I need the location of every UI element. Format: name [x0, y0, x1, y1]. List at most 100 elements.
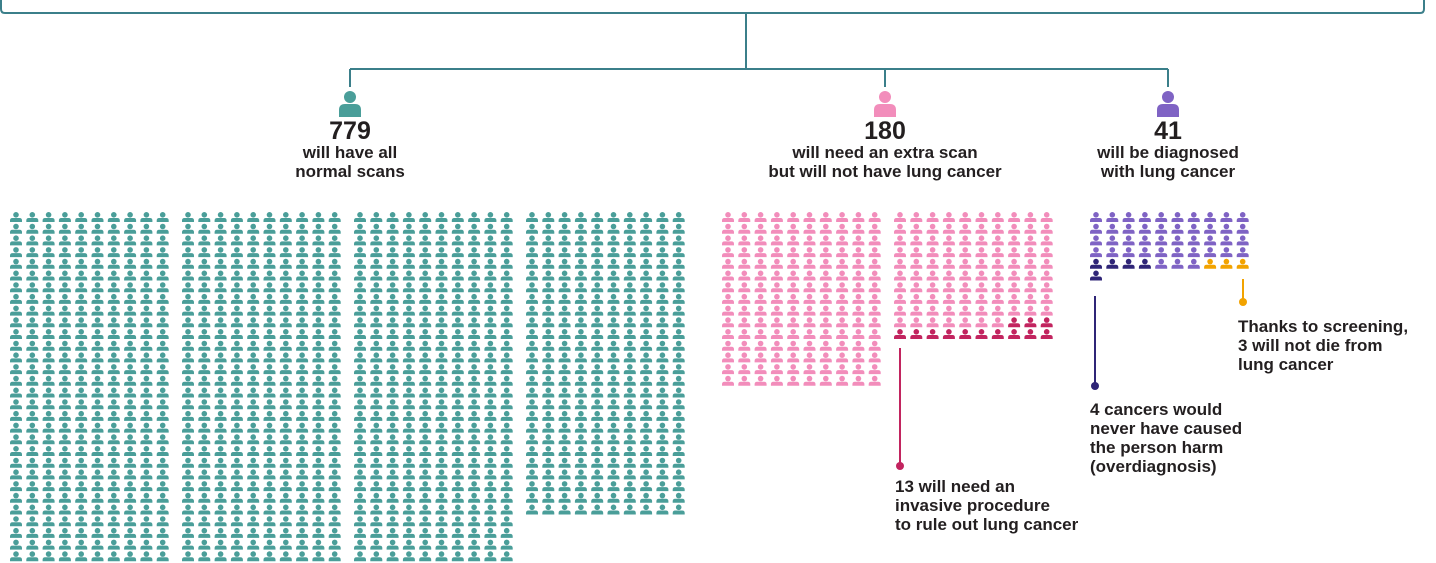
person-icon: [402, 481, 415, 492]
person-icon: [263, 422, 276, 433]
person-icon: [10, 481, 22, 492]
person-icon: [198, 481, 211, 492]
person-icon: [451, 293, 464, 304]
person-icon: [526, 258, 538, 269]
person-icon: [484, 504, 497, 515]
person-icon: [354, 527, 366, 538]
person-icon: [75, 422, 88, 433]
person-icon: [312, 305, 325, 316]
person-icon: [868, 352, 881, 363]
person-icon: [500, 329, 513, 339]
person-icon: [124, 223, 137, 234]
person-icon: [591, 422, 604, 433]
person-icon: [451, 516, 464, 527]
person-icon: [656, 235, 669, 246]
person-icon: [542, 293, 555, 304]
person-icon: [230, 282, 243, 293]
person-icon: [574, 258, 587, 269]
person-icon: [574, 364, 587, 375]
person-icon: [263, 387, 276, 398]
person-icon: [591, 375, 604, 386]
person-icon: [42, 387, 55, 398]
person-icon: [623, 492, 636, 503]
person-icon: [574, 387, 587, 398]
person-icon: [1155, 247, 1168, 258]
person-icon: [500, 516, 513, 527]
person-icon: [312, 434, 325, 445]
person-icon: [542, 352, 555, 363]
person-icon: [312, 539, 325, 550]
person-icon: [1090, 212, 1102, 222]
person-icon: [484, 317, 497, 328]
person-icon: [263, 410, 276, 421]
person-icon: [312, 375, 325, 386]
person-icon: [942, 329, 955, 339]
person-icon: [868, 375, 881, 386]
person-icon: [754, 258, 767, 269]
person-icon: [140, 305, 153, 316]
person-icon: [140, 258, 153, 269]
person-icon: [140, 364, 153, 375]
person-icon: [214, 270, 227, 281]
person-icon: [1236, 223, 1249, 234]
person-icon: [312, 410, 325, 421]
person-icon: [672, 223, 685, 234]
person-icon: [107, 317, 120, 328]
person-icon: [91, 551, 104, 562]
person-icon: [500, 527, 513, 538]
person-icon: [296, 340, 309, 351]
person-icon: [354, 364, 366, 375]
person-icon: [991, 223, 1004, 234]
person-icon: [558, 375, 571, 386]
person-icon: [124, 235, 137, 246]
person-icon: [672, 492, 685, 503]
person-icon: [574, 293, 587, 304]
person-icon: [279, 247, 292, 258]
person-icon: [623, 235, 636, 246]
person-icon: [214, 527, 227, 538]
person-icon: [247, 527, 260, 538]
person-icon: [182, 539, 194, 550]
person-icon: [247, 539, 260, 550]
person-icon: [140, 235, 153, 246]
person-icon: [214, 293, 227, 304]
person-icon: [156, 410, 169, 421]
person-icon: [926, 223, 939, 234]
person-icon: [574, 235, 587, 246]
person-icon: [124, 527, 137, 538]
person-icon: [435, 527, 448, 538]
person-icon: [312, 364, 325, 375]
person-icon: [156, 352, 169, 363]
person-icon: [263, 305, 276, 316]
person-icon: [386, 527, 399, 538]
person-icon: [328, 446, 341, 456]
person-icon: [230, 364, 243, 375]
person-icon: [607, 457, 620, 468]
person-icon: [42, 481, 55, 492]
person-icon: [819, 235, 832, 246]
person-icon: [468, 551, 481, 562]
person-icon: [419, 247, 432, 258]
person-icon: [451, 235, 464, 246]
person-icon: [468, 352, 481, 363]
person-icon: [107, 223, 120, 234]
person-icon: [672, 446, 685, 456]
person-icon: [263, 270, 276, 281]
person-icon: [754, 375, 767, 386]
person-icon: [198, 293, 211, 304]
person-icon: [770, 293, 783, 304]
person-icon: [107, 305, 120, 316]
person-icon: [279, 223, 292, 234]
person-icon: [247, 457, 260, 468]
person-icon: [542, 422, 555, 433]
person-icon: [124, 446, 137, 456]
person-icon: [722, 329, 734, 339]
person-icon: [156, 375, 169, 386]
person-icon: [247, 270, 260, 281]
person-icon: [312, 504, 325, 515]
person-icon: [91, 212, 104, 222]
person-icon: [435, 410, 448, 421]
person-icon: [26, 329, 39, 339]
person-icon: [942, 212, 955, 222]
person-icon: [354, 387, 366, 398]
